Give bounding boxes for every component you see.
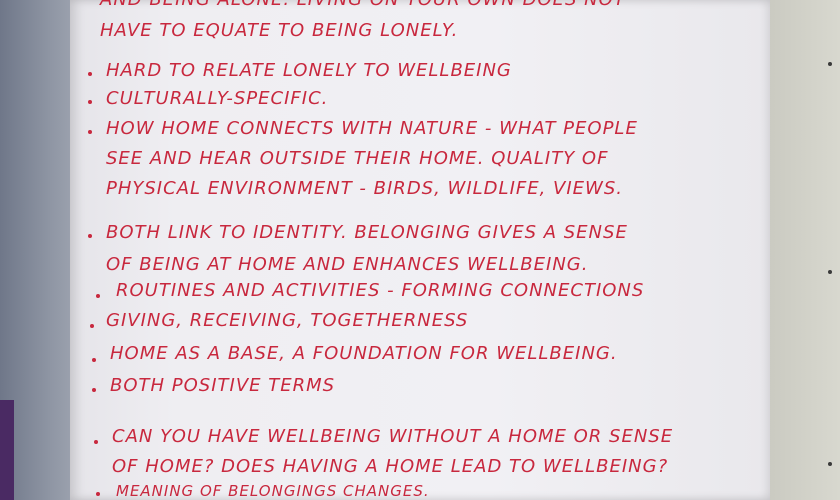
flipchart-paper: And being alone. Living on your own does… bbox=[70, 0, 770, 500]
bullet-icon bbox=[88, 130, 92, 134]
note-line: have to equate to being lonely. bbox=[100, 20, 459, 41]
note-line: Home as a base, a foundation for wellbei… bbox=[110, 343, 618, 364]
note-line: physical environment - birds, wildlife, … bbox=[106, 178, 623, 199]
wall-left-purple-object bbox=[0, 400, 14, 500]
bullet-icon bbox=[88, 72, 92, 76]
note-line: Routines and activities - forming connec… bbox=[116, 280, 645, 301]
note-line: Both link to identity. Belonging gives a… bbox=[106, 222, 628, 243]
bullet-icon bbox=[94, 440, 98, 444]
wall-marks bbox=[828, 62, 832, 66]
wall-right bbox=[762, 0, 840, 500]
note-line: Can you have wellbeing without a home or… bbox=[112, 426, 674, 447]
note-line: Culturally-specific. bbox=[106, 88, 329, 109]
bullet-icon bbox=[92, 358, 96, 362]
bullet-icon bbox=[88, 100, 92, 104]
bullet-icon bbox=[90, 324, 94, 328]
note-line: Meaning of belongings changes. bbox=[116, 482, 430, 500]
note-line: Hard to relate lonely to wellbeing bbox=[106, 60, 512, 81]
note-line: Giving, receiving, togetherness bbox=[106, 310, 469, 331]
note-line: see and hear outside their home. Quality… bbox=[106, 148, 609, 169]
bullet-icon bbox=[96, 294, 100, 298]
note-line: And being alone. Living on your own does… bbox=[100, 0, 626, 9]
note-line: of being at home and enhances wellbeing. bbox=[106, 254, 589, 275]
bullet-icon bbox=[92, 388, 96, 392]
note-line: How home connects with nature - what peo… bbox=[106, 118, 638, 139]
note-line: of home? Does having a home lead to well… bbox=[112, 456, 669, 477]
bullet-icon bbox=[96, 492, 100, 496]
bullet-icon bbox=[88, 234, 92, 238]
note-line: Both positive terms bbox=[110, 375, 336, 396]
